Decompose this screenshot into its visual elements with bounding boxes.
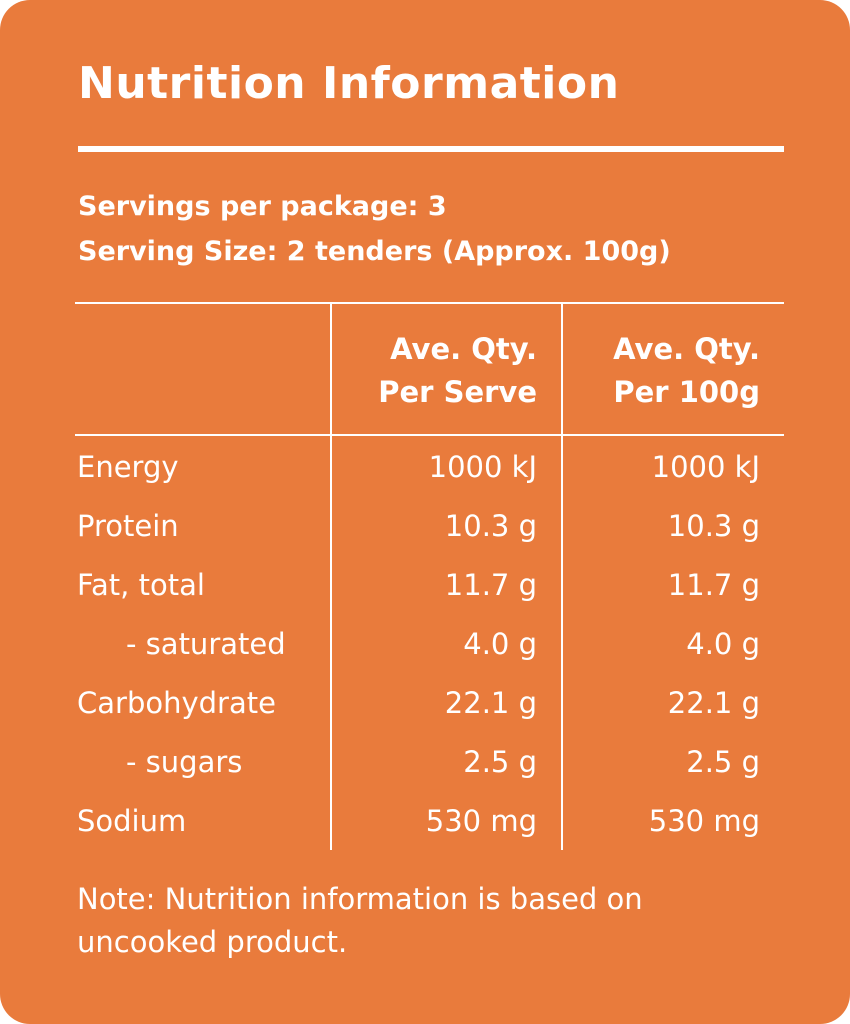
servings-per-package: Servings per package: 3 <box>78 191 447 222</box>
column-header-per-100g-line1: Ave. Qty. <box>613 332 760 366</box>
table-row: Sodium 530 mg 530 mg <box>0 804 850 863</box>
serving-size: Serving Size: 2 tenders (Approx. 100g) <box>78 236 671 267</box>
panel-title: Nutrition Information <box>78 58 620 109</box>
table-top-divider <box>75 302 784 304</box>
nutrient-label: Energy <box>77 450 179 484</box>
per-serve-value: 1000 kJ <box>428 450 537 484</box>
per-serve-value: 530 mg <box>425 804 537 838</box>
nutrient-label: Protein <box>77 509 179 543</box>
per-100g-value: 1000 kJ <box>651 450 760 484</box>
nutrient-sublabel: - saturated <box>126 627 286 661</box>
per-100g-value: 530 mg <box>648 804 760 838</box>
column-header-per-100g: Ave. Qty. Per 100g <box>613 328 760 414</box>
column-header-per-serve-line1: Ave. Qty. <box>390 332 537 366</box>
table-row: Carbohydrate 22.1 g 22.1 g <box>0 686 850 745</box>
per-serve-value: 10.3 g <box>444 509 537 543</box>
per-serve-value: 4.0 g <box>463 627 537 661</box>
per-100g-value: 2.5 g <box>686 745 760 779</box>
nutrient-sublabel: - sugars <box>126 745 243 779</box>
footnote: Note: Nutrition information is based on … <box>77 882 643 959</box>
title-divider <box>78 146 784 152</box>
table-row: - sugars 2.5 g 2.5 g <box>0 745 850 804</box>
per-serve-value: 22.1 g <box>444 686 537 720</box>
table-row: Protein 10.3 g 10.3 g <box>0 509 850 568</box>
column-divider-1 <box>330 302 332 850</box>
nutrient-label: Fat, total <box>77 568 205 602</box>
column-divider-2 <box>561 302 563 850</box>
per-100g-value: 10.3 g <box>667 509 760 543</box>
per-serve-value: 11.7 g <box>444 568 537 602</box>
per-100g-value: 11.7 g <box>667 568 760 602</box>
table-row: Fat, total 11.7 g 11.7 g <box>0 568 850 627</box>
column-header-per-serve-line2: Per Serve <box>378 375 537 409</box>
per-serve-value: 2.5 g <box>463 745 537 779</box>
per-100g-value: 22.1 g <box>667 686 760 720</box>
table-row: - saturated 4.0 g 4.0 g <box>0 627 850 686</box>
table-header-divider <box>75 434 784 436</box>
nutrient-label: Carbohydrate <box>77 686 276 720</box>
per-100g-value: 4.0 g <box>686 627 760 661</box>
table-row: Energy 1000 kJ 1000 kJ <box>0 450 850 509</box>
column-header-per-100g-line2: Per 100g <box>613 375 760 409</box>
nutrient-label: Sodium <box>77 804 187 838</box>
column-header-per-serve: Ave. Qty. Per Serve <box>378 328 537 414</box>
